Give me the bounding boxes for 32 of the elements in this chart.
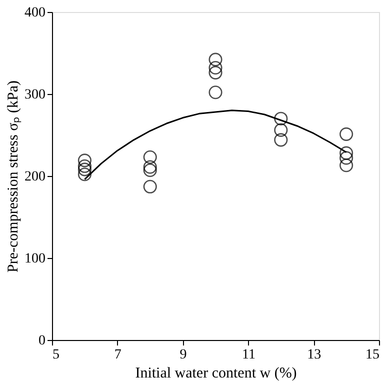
point — [274, 112, 288, 126]
point — [143, 160, 157, 174]
y-tick-label: 200 — [24, 170, 46, 184]
x-tick-label: 15 — [366, 348, 380, 362]
point — [78, 168, 92, 182]
point — [340, 127, 354, 141]
y-tick-label: 400 — [24, 6, 46, 20]
y-axis-title: Pre-compression stress σₚ (kPa) — [6, 80, 22, 272]
point — [143, 180, 157, 194]
y-tick-label: 100 — [24, 252, 46, 266]
point — [340, 151, 354, 165]
point — [274, 123, 288, 137]
x-tick-label: 11 — [242, 348, 256, 362]
x-axis-title: Initial water content w (%) — [135, 366, 297, 382]
x-tick-label: 5 — [52, 348, 60, 362]
point — [208, 86, 222, 100]
point — [78, 159, 92, 173]
y-tick-label: 300 — [24, 88, 46, 102]
point — [274, 133, 288, 147]
point — [78, 154, 92, 168]
x-tick-label: 13 — [307, 348, 322, 362]
x-tick-label: 7 — [114, 348, 122, 362]
point — [143, 164, 157, 178]
point — [208, 52, 222, 66]
point — [143, 150, 157, 164]
point — [208, 66, 222, 80]
point — [340, 146, 354, 160]
y-tick-label: 0 — [38, 334, 46, 348]
point — [78, 162, 92, 176]
point — [208, 61, 222, 75]
x-tick-label: 9 — [180, 348, 187, 362]
point — [340, 158, 354, 172]
